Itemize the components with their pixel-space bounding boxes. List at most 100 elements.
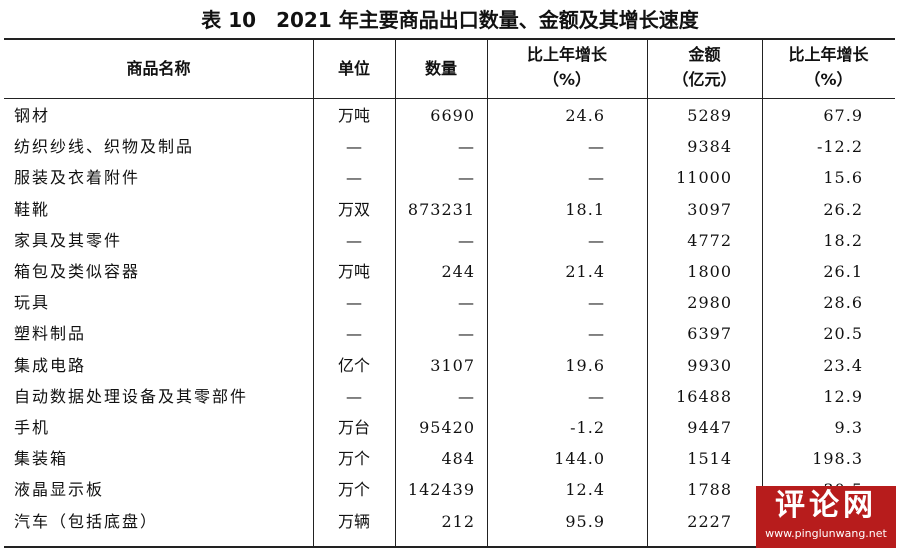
table-cell: 3097 (687, 199, 732, 219)
table-cell: 873231 (407, 199, 475, 219)
header-cell: 数量 (424, 59, 457, 78)
row-label: 手机 (14, 418, 51, 437)
row-label: 液晶显示板 (14, 480, 105, 500)
table-cell: 212 (441, 511, 475, 531)
table-cell: 1800 (687, 262, 732, 281)
table-cell: — (588, 168, 605, 188)
header-cell: （亿元） (672, 70, 737, 89)
table-cell: 9.3 (834, 418, 863, 437)
table-cell: — (458, 168, 475, 188)
table-cell: 95420 (419, 418, 475, 437)
row-label: 钢材 (14, 106, 51, 125)
header-cell: （%） (542, 70, 592, 89)
table-cell: 11000 (676, 168, 732, 188)
watermark-url: www.pinglunwang.net (765, 527, 887, 540)
table-cell: — (588, 230, 605, 250)
table-cell: — (346, 168, 362, 188)
table-cell: — (346, 386, 362, 406)
table-cell: 3107 (430, 355, 475, 375)
watermark: 评论网 www.pinglunwang.net (756, 486, 896, 548)
watermark-name: 评论网 (775, 488, 877, 523)
table-cell: 95.9 (565, 511, 605, 531)
table-cell: — (346, 324, 362, 344)
table-cell: 万双 (337, 199, 370, 219)
table-cell: — (588, 137, 605, 157)
table-cell: 12.9 (823, 386, 863, 406)
row-label: 集成电路 (14, 355, 87, 375)
table-cell: — (458, 137, 475, 157)
row-label: 箱包及类似容器 (14, 262, 141, 281)
row-label: 玩具 (14, 293, 51, 313)
row-label: 纺织纱线、织物及制品 (14, 137, 195, 157)
column-rule (313, 40, 314, 548)
header-cell: 比上年增长 (788, 45, 869, 64)
column-rule (395, 40, 396, 548)
table-cell: — (588, 386, 605, 406)
table-cell: 1514 (687, 449, 732, 469)
table-cell: — (458, 230, 475, 250)
bottom-rule (4, 546, 895, 548)
table-cell: — (346, 293, 362, 313)
table-cell: 18.1 (565, 199, 605, 219)
table-cell: — (346, 137, 362, 157)
table-cell: 9930 (687, 355, 732, 375)
table-cell: — (458, 386, 475, 406)
table-cell: 2227 (687, 511, 732, 531)
header-cell: （%） (804, 70, 853, 89)
header-rule (4, 98, 895, 99)
table-cell: 6397 (687, 324, 732, 344)
table-cell: — (588, 293, 605, 313)
column-rule (647, 40, 648, 548)
table-cell: 23.4 (823, 355, 863, 375)
table-cell: 28.6 (823, 293, 863, 313)
table-cell: 万吨 (337, 262, 370, 281)
column-rule (487, 40, 488, 548)
table-cell: 19.6 (565, 355, 605, 375)
table-cell: 万辆 (337, 511, 370, 531)
table-cell: 万个 (337, 480, 370, 500)
table-cell: 67.9 (823, 106, 863, 125)
table-cell: 4772 (687, 230, 732, 250)
row-label: 集装箱 (14, 449, 69, 469)
table-cell: 16488 (676, 386, 732, 406)
table-cell: 万个 (337, 449, 370, 469)
table-cell: 2980 (687, 293, 732, 313)
table-cell: 5289 (687, 106, 732, 125)
table-cell: 15.6 (823, 168, 863, 188)
table-cell: 198.3 (812, 449, 863, 469)
table-cell: 26.2 (823, 199, 863, 219)
table-cell: — (458, 324, 475, 344)
table-cell: 20.5 (823, 324, 863, 344)
table-cell: -1.2 (570, 418, 605, 437)
row-label: 塑料制品 (14, 324, 87, 344)
row-label: 家具及其零件 (14, 230, 123, 250)
header-cell: 比上年增长 (526, 45, 607, 64)
table-cell: -12.2 (816, 137, 863, 157)
table-cell: 244 (441, 262, 475, 281)
table-cell: — (458, 293, 475, 313)
table-cell: 24.6 (565, 106, 605, 125)
row-label: 汽车（包括底盘） (14, 511, 159, 531)
table-cell: 484 (441, 449, 475, 469)
header-cell: 金额 (688, 45, 721, 64)
table-cell: 9447 (687, 418, 732, 437)
row-label: 鞋靴 (14, 199, 51, 219)
table-cell: 亿个 (337, 355, 370, 375)
table-cell: 142439 (407, 480, 475, 500)
table-cell: 6690 (430, 106, 475, 125)
table-cell: 9384 (687, 137, 732, 157)
header-cell: 单位 (337, 59, 370, 78)
table-cell: — (346, 230, 362, 250)
table-cell: 18.2 (823, 230, 863, 250)
table-cell: 万台 (337, 418, 370, 437)
title: 表 10 2021 年主要商品出口数量、金额及其增长速度 (201, 8, 699, 32)
table-cell: 26.1 (823, 262, 863, 281)
row-label: 服装及衣着附件 (14, 168, 141, 188)
table-cell: 1788 (687, 480, 732, 500)
table-cell: 12.4 (565, 480, 605, 500)
column-rule (762, 40, 763, 548)
top-rule (4, 38, 895, 40)
table-cell: — (588, 324, 605, 344)
table-cell: 万吨 (337, 106, 370, 125)
